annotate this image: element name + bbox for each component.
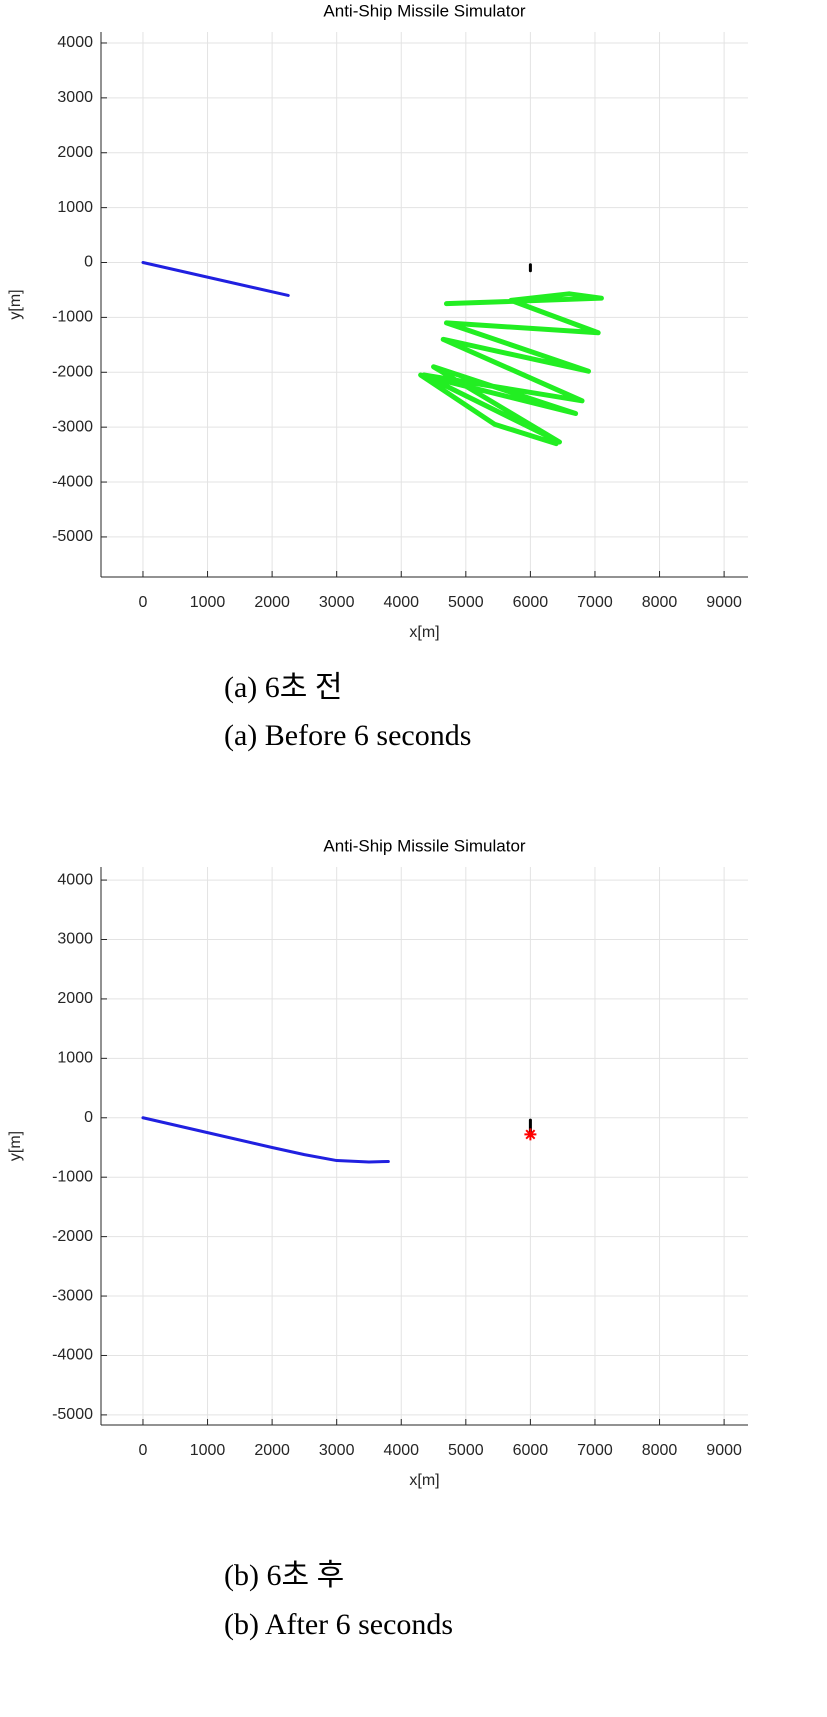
x-tick-label: 2000 [254, 594, 290, 611]
caption: (a) 6초 전 [224, 671, 343, 704]
x-tick-label: 0 [139, 594, 148, 611]
y-tick-label: -5000 [52, 1406, 93, 1423]
y-tick-label: 2000 [57, 990, 93, 1007]
caption: (a) Before 6 seconds [224, 719, 471, 752]
x-tick-label: 1000 [190, 594, 226, 611]
chart-title: Anti-Ship Missile Simulator [323, 836, 526, 855]
x-tick-label: 4000 [383, 1442, 419, 1459]
x-tick-label: 8000 [642, 1442, 678, 1459]
plot-area [101, 32, 748, 577]
y-tick-label: -4000 [52, 473, 93, 490]
caption: (b) After 6 seconds [224, 1608, 453, 1641]
x-axis-label: x[m] [409, 624, 439, 641]
x-tick-label: 2000 [254, 1442, 290, 1459]
y-tick-label: 1000 [57, 1050, 93, 1067]
y-tick-label: -3000 [52, 418, 93, 435]
y-tick-label: 3000 [57, 931, 93, 948]
x-tick-label: 5000 [448, 594, 484, 611]
x-tick-label: 8000 [642, 594, 678, 611]
series-line [141, 261, 290, 297]
x-tick-label: 5000 [448, 1442, 484, 1459]
x-tick-label: 3000 [319, 1442, 355, 1459]
x-tick-label: 9000 [706, 1442, 742, 1459]
x-tick-label: 9000 [706, 594, 742, 611]
y-tick-label: -5000 [52, 528, 93, 545]
y-tick-label: -2000 [52, 1228, 93, 1245]
y-tick-label: 0 [84, 1109, 93, 1126]
y-tick-label: -3000 [52, 1287, 93, 1304]
y-tick-label: 2000 [57, 144, 93, 161]
x-tick-label: 6000 [513, 594, 549, 611]
y-tick-label: 3000 [57, 89, 93, 106]
x-tick-label: 4000 [383, 594, 419, 611]
y-tick-label: 4000 [57, 34, 93, 51]
y-axis-label: y[m] [7, 1131, 24, 1161]
x-tick-label: 0 [139, 1442, 148, 1459]
y-tick-label: -1000 [52, 309, 93, 326]
y-tick-label: 1000 [57, 199, 93, 216]
caption: (b) 6초 후 [224, 1559, 344, 1592]
y-tick-label: -4000 [52, 1347, 93, 1364]
marker-star [524, 1128, 537, 1141]
y-tick-label: 0 [84, 254, 93, 271]
series-line [418, 291, 604, 447]
series-line [141, 1116, 390, 1164]
y-tick-label: -2000 [52, 364, 93, 381]
y-axis-label: y[m] [7, 289, 24, 319]
x-axis-label: x[m] [409, 1472, 439, 1489]
chart-title: Anti-Ship Missile Simulator [323, 1, 526, 20]
y-tick-label: 4000 [57, 871, 93, 888]
x-tick-label: 7000 [577, 594, 613, 611]
x-tick-label: 3000 [319, 594, 355, 611]
x-tick-label: 1000 [190, 1442, 226, 1459]
y-tick-label: -1000 [52, 1168, 93, 1185]
x-tick-label: 6000 [513, 1442, 549, 1459]
plot-area [101, 867, 748, 1425]
x-tick-label: 7000 [577, 1442, 613, 1459]
